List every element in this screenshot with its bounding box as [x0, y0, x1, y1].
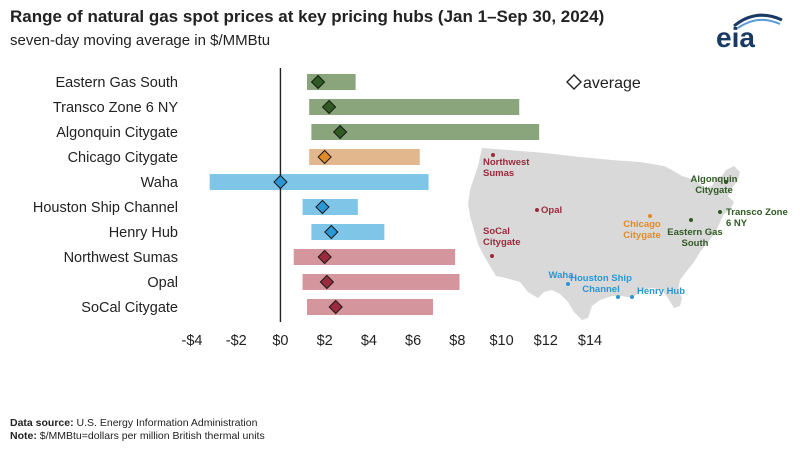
x-tick-label: $2: [317, 333, 333, 349]
map-dot-houston-ship-channel: [616, 295, 620, 299]
data-source-label: Data source:: [10, 417, 74, 429]
average-marker-houston-ship-channel: [315, 199, 330, 215]
x-tick-label: -$4: [182, 333, 203, 349]
map-label-socal-citygate: Citygate: [483, 237, 520, 248]
average-marker-opal: [319, 274, 335, 290]
hub-label-opal: Opal: [147, 275, 178, 291]
map-label-waha: Waha: [549, 270, 575, 281]
average-marker-eastern-gas-south: [310, 74, 326, 90]
range-bar-chicago-citygate: [309, 149, 420, 165]
map-label-opal: Opal: [541, 205, 562, 216]
map-dot-transco-zone-6-ny: [718, 210, 722, 214]
legend: average: [566, 74, 641, 92]
range-bar-henry-hub: [311, 224, 385, 240]
range-bar-opal: [302, 274, 460, 290]
map-label-transco-zone-6-ny: 6 NY: [726, 218, 748, 229]
x-tick-label: $4: [361, 333, 377, 349]
eia-logo: eia: [716, 10, 786, 53]
chart-title: Range of natural gas spot prices at key …: [10, 7, 605, 26]
map-label-northwest-sumas: Northwest: [483, 157, 530, 168]
map-label-algonquin-citygate: Algonquin: [691, 174, 738, 185]
hub-label-henry-hub: Henry Hub: [109, 225, 178, 241]
map-dot-eastern-gas-south: [689, 218, 693, 222]
note-line: Note: $/MMBtu=dollars per million Britis…: [10, 430, 265, 443]
map-dot-waha: [566, 282, 570, 286]
x-tick-label: $12: [534, 333, 558, 349]
map-label-chicago-citygate: Citygate: [623, 230, 660, 241]
hub-label-chicago-citygate: Chicago Citygate: [68, 150, 178, 166]
average-marker-waha: [273, 174, 288, 190]
hub-label-algonquin-citygate: Algonquin Citygate: [56, 125, 178, 141]
range-bar-northwest-sumas: [293, 249, 456, 265]
hub-labels: Eastern Gas South Transco Zone 6 NY Algonq…: [33, 75, 179, 316]
map-label-eastern-gas-south: Eastern Gas: [667, 227, 722, 238]
map-dot-algonquin-citygate: [724, 180, 728, 184]
eia-logo-swoosh-icon: [733, 13, 783, 29]
x-axis: -$4 -$2 $0 $2 $4 $6 $8 $10 $12 $14: [182, 333, 603, 349]
hub-label-eastern-gas-south: Eastern Gas South: [55, 75, 178, 91]
chart-subtitle: seven-day moving average in $/MMBtu: [10, 32, 271, 49]
map-label-transco-zone-6-ny: Transco Zone: [726, 207, 788, 218]
map-label-henry-hub: Henry Hub: [637, 286, 685, 297]
hub-label-northwest-sumas: Northwest Sumas: [64, 250, 178, 266]
average-marker-transco-zone-6-ny: [321, 99, 337, 115]
data-source-value: U.S. Energy Information Administration: [76, 417, 258, 429]
x-tick-label: $8: [449, 333, 465, 349]
map-label-houston-ship-channel: Houston Ship: [570, 273, 632, 284]
hub-label-waha: Waha: [141, 175, 179, 191]
hub-label-transco-zone-6-ny: Transco Zone 6 NY: [53, 100, 179, 116]
map-dot-chicago-citygate: [648, 214, 652, 218]
map-label-socal-citygate: SoCal: [483, 226, 510, 237]
bars: [209, 68, 540, 322]
x-tick-label: -$2: [226, 333, 247, 349]
legend-average-label: average: [583, 75, 641, 92]
range-bar-algonquin-citygate: [311, 124, 540, 140]
range-bar-socal-citygate: [306, 299, 434, 315]
map-label-houston-ship-channel: Channel: [582, 284, 619, 295]
us-map: [468, 148, 740, 320]
range-bar-houston-ship-channel: [302, 199, 358, 215]
x-tick-label: $14: [578, 333, 602, 349]
map-dot-opal: [535, 208, 539, 212]
legend-average-marker: [566, 74, 582, 90]
map-label-northwest-sumas: Sumas: [483, 168, 514, 179]
map-label-algonquin-citygate: Citygate: [695, 185, 732, 196]
note-label: Note:: [10, 430, 37, 442]
map-label-chicago-citygate: Chicago: [623, 219, 661, 230]
average-marker-socal-citygate: [328, 299, 343, 315]
hub-label-houston-ship-channel: Houston Ship Channel: [33, 200, 178, 216]
x-tick-label: $6: [405, 333, 421, 349]
average-marker-henry-hub: [324, 224, 339, 240]
eia-logo-text: eia: [716, 22, 755, 53]
map-labels: NorthwestSumasOpalSoCalCitygateChicagoCi…: [483, 153, 788, 299]
x-tick-label: $0: [272, 333, 288, 349]
average-marker-algonquin-citygate: [332, 124, 348, 140]
map-dot-henry-hub: [630, 295, 634, 299]
range-bar-transco-zone-6-ny: [309, 99, 520, 115]
us-map-shape: [468, 148, 740, 320]
map-dot-northwest-sumas: [491, 153, 495, 157]
note-value: $/MMBtu=dollars per million British ther…: [39, 430, 265, 442]
average-marker-northwest-sumas: [317, 249, 332, 265]
map-label-eastern-gas-south: South: [682, 238, 709, 249]
x-tick-label: $10: [489, 333, 513, 349]
footer: Data source: U.S. Energy Information Adm…: [10, 417, 265, 443]
hub-label-socal-citygate: SoCal Citygate: [81, 300, 178, 316]
data-source-line: Data source: U.S. Energy Information Adm…: [10, 417, 265, 430]
average-marker-chicago-citygate: [317, 149, 332, 165]
map-dot-socal-citygate: [490, 254, 494, 258]
range-bar-waha: [209, 174, 429, 190]
